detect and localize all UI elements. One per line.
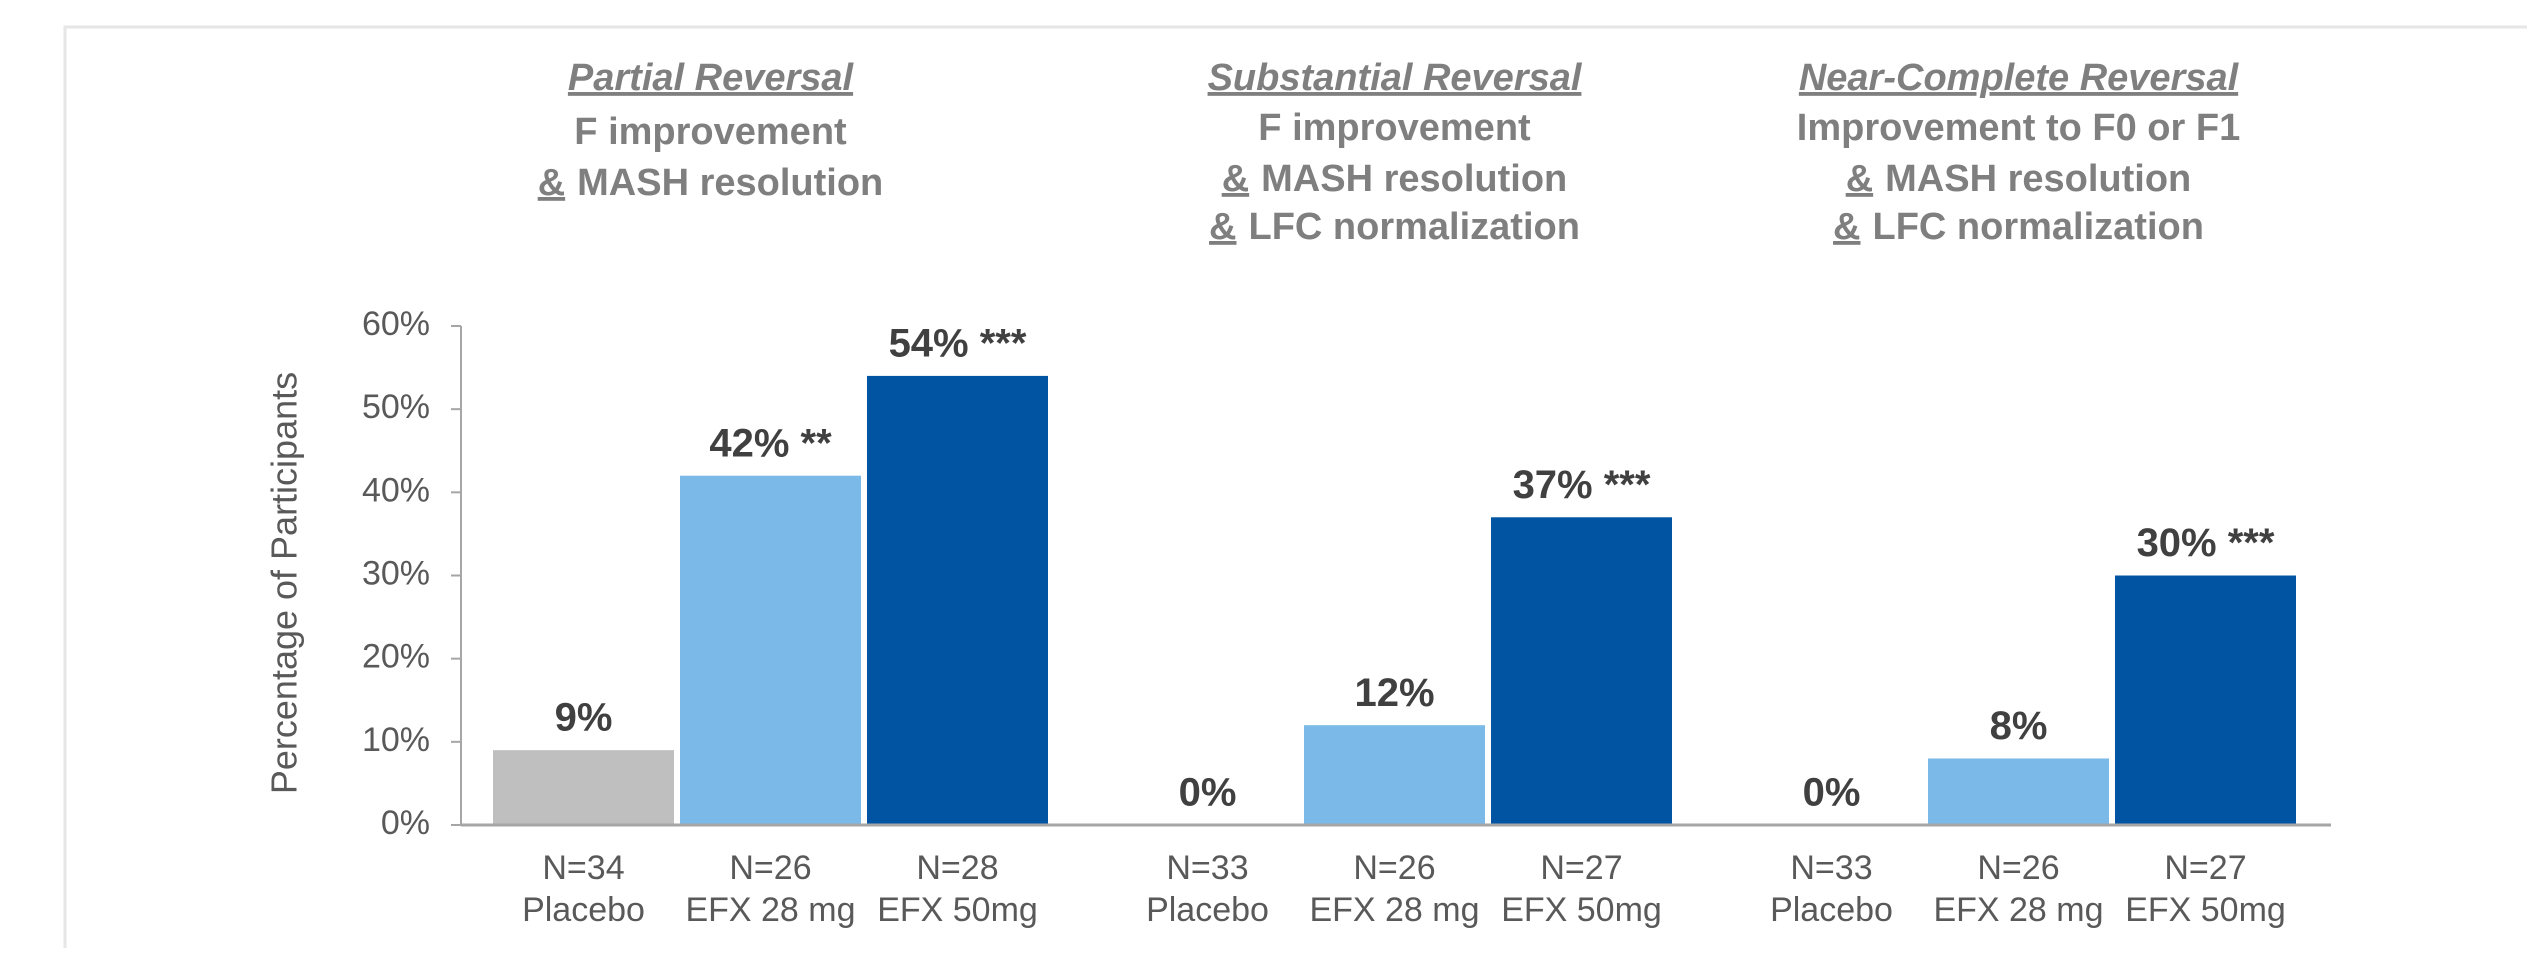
ampersand: & xyxy=(1833,206,1860,248)
value-label: 30% *** xyxy=(2137,521,2275,565)
group-subtitle: & MASH resolution xyxy=(538,162,884,204)
y-tick-label: 40% xyxy=(362,471,430,509)
value-label: 9% xyxy=(555,696,613,740)
group-subtitle: & LFC normalization xyxy=(1209,206,1580,248)
group-title: Partial Reversal xyxy=(568,57,855,99)
value-label: 12% xyxy=(1354,671,1434,715)
group-subtitle: F improvement xyxy=(574,111,847,153)
value-label: 0% xyxy=(1179,771,1237,815)
ampersand: & xyxy=(1222,158,1249,200)
value-label: 37% *** xyxy=(1513,463,1651,507)
y-tick-label: 60% xyxy=(362,305,430,343)
y-tick-label: 30% xyxy=(362,554,430,592)
subtitle-text: MASH resolution xyxy=(577,162,883,204)
bar xyxy=(867,375,1048,825)
y-axis-label: Percentage of Participants xyxy=(264,372,305,794)
subtitle-text: F improvement xyxy=(1258,107,1531,149)
y-tick-label: 10% xyxy=(362,721,430,759)
bar xyxy=(680,475,861,825)
x-tick-label: N=26 xyxy=(729,849,811,887)
bar xyxy=(1928,758,2109,825)
x-tick-label: Placebo xyxy=(1146,891,1269,929)
x-tick-label: EFX 50mg xyxy=(2125,891,2286,929)
x-tick-label: N=28 xyxy=(916,849,998,887)
x-tick-label: N=33 xyxy=(1790,849,1872,887)
x-tick-label: EFX 50mg xyxy=(877,891,1038,929)
y-tick-label: 0% xyxy=(381,804,430,842)
subtitle-text: MASH resolution xyxy=(1885,158,2191,200)
value-label: 8% xyxy=(1990,704,2048,748)
value-label: 0% xyxy=(1803,771,1861,815)
group-subtitle: & MASH resolution xyxy=(1222,158,1568,200)
frame xyxy=(63,25,2527,953)
bar xyxy=(1304,725,1485,825)
ampersand: & xyxy=(1846,158,1873,200)
x-tick-label: N=26 xyxy=(1353,849,1435,887)
ampersand: & xyxy=(538,162,565,204)
bar xyxy=(493,750,674,825)
group-subtitle: & MASH resolution xyxy=(1846,158,2192,200)
y-tick-label: 20% xyxy=(362,638,430,676)
value-label: 42% ** xyxy=(709,421,832,465)
x-tick-label: N=26 xyxy=(1977,849,2059,887)
x-tick-label: Placebo xyxy=(1770,891,1893,929)
x-tick-label: N=27 xyxy=(2164,849,2246,887)
value-label: 54% *** xyxy=(889,321,1027,365)
subtitle-text: LFC normalization xyxy=(1873,206,2204,248)
x-tick-label: N=34 xyxy=(542,849,624,887)
group-title: Substantial Reversal xyxy=(1208,57,1583,99)
x-tick-label: EFX 28 mg xyxy=(1309,891,1479,929)
ampersand: & xyxy=(1209,206,1236,248)
x-tick-label: EFX 50mg xyxy=(1501,891,1662,929)
y-tick-label: 50% xyxy=(362,388,430,426)
subtitle-text: LFC normalization xyxy=(1249,206,1580,248)
group-title: Near-Complete Reversal xyxy=(1799,57,2240,99)
x-tick-label: N=33 xyxy=(1166,849,1248,887)
x-tick-label: Placebo xyxy=(522,891,645,929)
x-tick-label: N=27 xyxy=(1540,849,1622,887)
group-subtitle: Improvement to F0 or F1 xyxy=(1797,107,2240,149)
x-tick-label: EFX 28 mg xyxy=(685,891,855,929)
subtitle-text: MASH resolution xyxy=(1261,158,1567,200)
bar xyxy=(1491,517,1672,825)
bar xyxy=(2115,575,2296,825)
x-tick-label: EFX 28 mg xyxy=(1933,891,2103,929)
subtitle-text: Improvement to F0 or F1 xyxy=(1797,107,2240,149)
group-subtitle: F improvement xyxy=(1258,107,1531,149)
group-subtitle: & LFC normalization xyxy=(1833,206,2204,248)
subtitle-text: F improvement xyxy=(574,111,847,153)
